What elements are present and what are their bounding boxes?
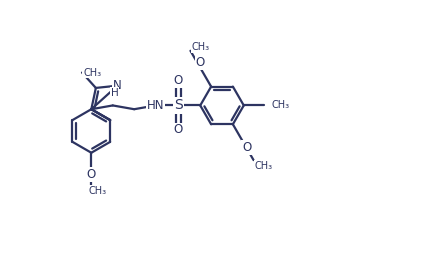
Text: HN: HN [147,99,164,112]
Text: O: O [173,74,183,87]
Text: O: O [86,168,96,181]
Text: CH₃: CH₃ [191,42,209,52]
Text: H: H [110,88,118,98]
Text: O: O [195,56,204,69]
Text: O: O [242,141,251,154]
Text: CH₃: CH₃ [254,161,272,171]
Text: N: N [113,79,121,92]
Text: O: O [173,124,183,136]
Text: CH₃: CH₃ [88,186,106,196]
Text: CH₃: CH₃ [83,68,101,77]
Text: S: S [174,98,182,112]
Text: CH₃: CH₃ [271,100,289,110]
